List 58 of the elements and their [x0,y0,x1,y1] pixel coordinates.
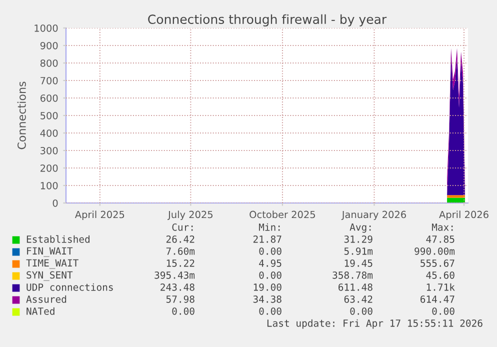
legend-label: NATed [26,307,54,315]
text: 34.38 [253,295,282,303]
text: 19.45 [344,259,372,267]
y-tick-label: 900 [40,42,58,50]
x-tick-label: January 2026 [341,210,406,220]
y-axis-title: Connections [17,82,26,150]
text: 990.00m [414,247,455,255]
x-tick-label: April 2026 [439,210,488,220]
chart-title: Connections through firewall - by year [148,14,387,26]
text: 243.48 [160,283,194,291]
text: 358.78m [332,271,373,279]
text: 555.67 [420,259,454,267]
text: 614.47 [420,295,454,303]
text: 31.29 [344,235,372,243]
text: 63.42 [344,295,372,303]
y-tick-label: 700 [40,76,58,84]
y-tick-label: 100 [40,182,58,190]
y-tick-label: 300 [40,146,58,154]
legend-label: FIN_WAIT [27,247,73,257]
text: 5.91m [344,247,373,255]
text: Max: [432,224,453,231]
x-tick-label: July 2025 [168,210,212,220]
text: 0.00 [350,307,372,315]
text: 0.00 [259,247,282,255]
y-tick-label: 200 [40,164,58,172]
text: 57.98 [166,295,194,303]
legend-label: Established [26,235,90,243]
y-tick-label: 800 [40,59,58,67]
text: 19.00 [254,283,282,291]
y-tick-label: 1000 [34,24,58,32]
x-tick-label: April 2025 [74,210,124,220]
text: 45.60 [426,271,454,279]
text: 0.00 [432,307,454,315]
text: 47.85 [426,235,454,243]
x-tick-label: October 2025 [250,210,315,218]
text: 4.95 [259,259,282,267]
text: 611.48 [338,283,372,291]
y-tick-label: 500 [40,112,58,120]
y-tick-label: 600 [40,94,58,102]
text: 0.00 [172,307,194,315]
text: 1.71k [426,283,455,291]
text: 26.42 [166,235,194,243]
text: 15.22 [166,259,194,267]
y-tick-label: 400 [40,129,58,137]
text: Cur: [172,223,193,231]
text: 7.60m [166,247,195,255]
text: 0.00 [259,307,282,315]
text: 21.87 [253,235,282,243]
text: Last update: Fri Apr 17 15:55:11 2026 [267,319,482,329]
text: 0.00 [259,271,282,279]
y-tick-label: 0 [52,199,58,207]
legend-label: SYN_SENT [26,271,73,281]
legend-label: UDP connections [26,283,113,291]
text: Avg: [350,224,371,233]
text: Min: [258,223,280,231]
text: 395.43m [154,271,195,279]
legend-label: Assured [26,295,66,303]
legend-label: TIME_WAIT [26,259,78,269]
